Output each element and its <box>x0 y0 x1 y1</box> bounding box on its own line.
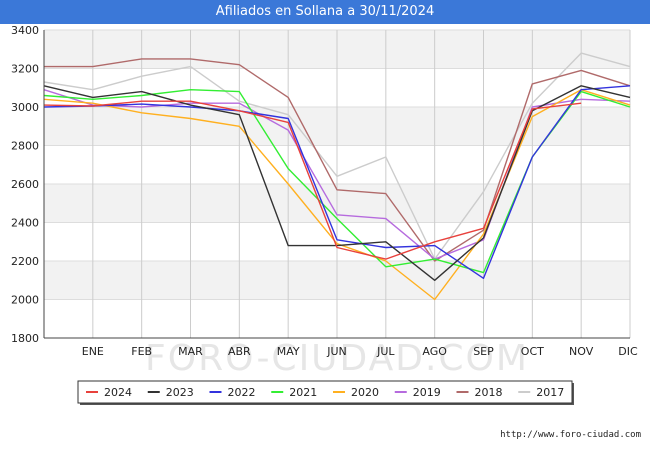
y-tick-label: 2200 <box>11 255 39 268</box>
y-tick-label: 1800 <box>11 332 39 345</box>
legend-label-2017: 2017 <box>536 386 564 399</box>
x-tick-label: MAY <box>277 345 300 358</box>
series-line-2019 <box>43 89 631 260</box>
x-tick-label: ABR <box>228 345 251 358</box>
watermark-text: FORO-CIUDAD.COM <box>145 338 529 379</box>
series-line-2022 <box>43 85 631 279</box>
series-line-2020 <box>43 89 631 301</box>
series-line-2018 <box>44 58 631 262</box>
legend-label-2018: 2018 <box>475 386 503 399</box>
source-url: http://www.foro-ciudad.com <box>500 430 641 440</box>
y-tick-label: 3200 <box>11 63 39 76</box>
legend-label-2024: 2024 <box>104 386 132 399</box>
y-tick-label: 2000 <box>11 294 39 307</box>
x-tick-label: ENE <box>82 345 104 358</box>
legend-label-2021: 2021 <box>289 386 317 399</box>
y-tick-label: 3400 <box>11 24 39 37</box>
series-line-2017 <box>43 52 631 260</box>
axes: 1800 2000 2200 2400 2600 2800 3000 3200 3400 ENE F… <box>11 24 638 358</box>
legend: 2024 2023 2022 2021 2020 2019 2018 2017 <box>77 380 574 405</box>
x-tick-label: JUL <box>376 345 395 358</box>
legend-label-2023: 2023 <box>166 386 194 399</box>
chart-title: Afiliados en Sollana a 30/11/2024 <box>215 4 435 19</box>
x-tick-label: MAR <box>178 345 203 358</box>
legend-label-2020: 2020 <box>351 386 379 399</box>
y-tick-label: 2600 <box>11 178 39 191</box>
legend-label-2019: 2019 <box>413 386 441 399</box>
series-line-2024 <box>43 100 582 260</box>
x-tick-label: FEB <box>131 345 152 358</box>
legend-label-2022: 2022 <box>228 386 256 399</box>
x-tick-label: NOV <box>569 345 594 358</box>
y-tick-label: 2800 <box>11 140 39 153</box>
x-tick-label: JUN <box>326 345 347 358</box>
watermark-layer: FORO-CIUDAD.COM <box>145 338 529 379</box>
x-tick-label: SEP <box>473 345 494 358</box>
title-bar <box>0 0 650 24</box>
series-layer <box>43 52 631 301</box>
y-tick-label: 3000 <box>11 101 39 114</box>
x-tick-label: OCT <box>521 345 544 358</box>
legend-box <box>77 380 573 404</box>
x-tick-label: DIC <box>618 345 638 358</box>
y-tick-label: 2400 <box>11 217 39 230</box>
x-tick-label: AGO <box>422 345 447 358</box>
